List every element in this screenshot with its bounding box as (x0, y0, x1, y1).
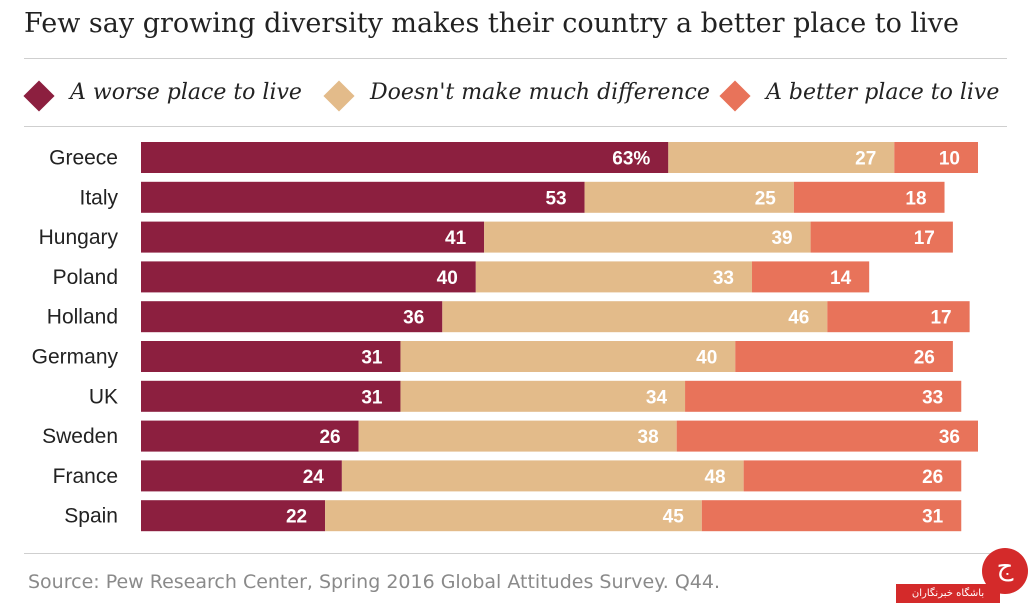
legend-label-worse: A worse place to live (70, 80, 302, 105)
legend-label-better: A better place to live (766, 80, 1000, 105)
legend-label-no-difference: Doesn't make much difference (370, 80, 710, 105)
bar-uk-series-3 (685, 380, 962, 412)
bar-germany-series-2 (400, 341, 736, 372)
watermark-logo: ج باشگاه خبرنگاران (896, 548, 1031, 605)
bar-sweden-series-2 (358, 420, 677, 452)
data-label-france-series-2: 48 (704, 467, 725, 488)
data-label-poland-series-2: 33 (713, 268, 734, 289)
bar-poland-series-2 (475, 261, 753, 293)
chart-title: Few say growing diversity makes their co… (24, 8, 959, 39)
bar-greece-series-3 (894, 142, 978, 173)
bar-greece-series-2 (668, 142, 895, 173)
bar-italy-series-3 (793, 181, 945, 213)
category-label-hungary: Hungary (39, 226, 119, 249)
data-label-italy-series-2: 25 (755, 188, 777, 209)
bar-uk-series-2 (400, 380, 686, 412)
bar-italy-series-2 (584, 181, 794, 213)
bar-sweden-series-3 (676, 420, 978, 452)
bar-france-series-1 (141, 460, 342, 492)
data-label-uk-series-2: 34 (646, 387, 668, 408)
bar-germany-series-1 (141, 341, 401, 372)
source-note: Source: Pew Research Center, Spring 2016… (28, 571, 721, 593)
data-label-hungary-series-3: 17 (914, 228, 935, 249)
bar-france-series-2 (341, 460, 744, 492)
data-label-sweden-series-1: 26 (319, 427, 340, 448)
data-label-uk-series-1: 31 (361, 387, 383, 408)
data-label-france-series-3: 26 (922, 467, 943, 488)
data-label-spain-series-2: 45 (663, 507, 685, 528)
logo-glyph: ج (996, 552, 1014, 582)
data-label-sweden-series-3: 36 (939, 427, 960, 448)
data-label-holland-series-3: 17 (930, 308, 951, 329)
bar-spain-series-1 (141, 500, 326, 532)
category-label-holland: Holland (47, 306, 118, 329)
bar-holland-series-2 (442, 301, 828, 333)
category-label-spain: Spain (64, 505, 118, 528)
data-label-italy-series-3: 18 (905, 188, 926, 209)
data-label-poland-series-1: 40 (437, 268, 458, 289)
data-label-holland-series-1: 36 (403, 308, 424, 329)
bar-hungary-series-2 (484, 221, 811, 253)
bar-hungary-series-1 (141, 221, 485, 253)
data-label-germany-series-1: 31 (361, 348, 383, 369)
bar-france-series-3 (743, 460, 962, 492)
category-label-germany: Germany (32, 346, 119, 369)
data-label-hungary-series-2: 39 (771, 228, 792, 249)
data-label-uk-series-3: 33 (922, 387, 943, 408)
bar-italy-series-1 (141, 181, 585, 213)
footer-divider (24, 553, 1007, 554)
data-label-italy-series-1: 53 (545, 188, 566, 209)
category-label-italy: Italy (79, 186, 118, 209)
legend-divider (24, 126, 1007, 127)
bar-greece-series-1 (141, 142, 669, 173)
data-label-greece-series-1: 63% (612, 149, 650, 170)
category-label-uk: UK (89, 385, 118, 408)
data-label-greece-series-2: 27 (855, 149, 876, 170)
data-label-spain-series-1: 22 (286, 507, 307, 528)
bar-poland-series-3 (752, 261, 870, 293)
stacked-bar-chart: Greece 63% 27 10 Italy 53 25 18 Hungary 41 39 17 Pol… (32, 142, 978, 532)
title-divider (24, 58, 1007, 59)
bar-holland-series-3 (827, 301, 970, 333)
bar-sweden-series-1 (141, 420, 359, 452)
data-label-greece-series-3: 10 (939, 149, 960, 170)
bar-hungary-series-3 (810, 221, 953, 253)
category-label-france: France (53, 465, 118, 488)
bar-spain-series-2 (325, 500, 702, 532)
data-label-hungary-series-1: 41 (445, 228, 467, 249)
data-label-spain-series-3: 31 (922, 507, 944, 528)
data-label-france-series-1: 24 (303, 467, 325, 488)
data-label-poland-series-3: 14 (830, 268, 852, 289)
category-label-sweden: Sweden (42, 425, 118, 448)
category-label-greece: Greece (49, 147, 118, 170)
data-label-germany-series-3: 26 (914, 348, 935, 369)
bar-holland-series-1 (141, 301, 443, 333)
data-label-germany-series-2: 40 (696, 348, 717, 369)
bar-germany-series-3 (735, 341, 953, 372)
category-label-poland: Poland (53, 266, 118, 289)
data-label-holland-series-2: 46 (788, 308, 809, 329)
logo-text: باشگاه خبرنگاران (896, 584, 1000, 603)
bar-spain-series-3 (701, 500, 962, 532)
bar-uk-series-1 (141, 380, 401, 412)
bar-poland-series-1 (141, 261, 476, 293)
data-label-sweden-series-2: 38 (638, 427, 659, 448)
